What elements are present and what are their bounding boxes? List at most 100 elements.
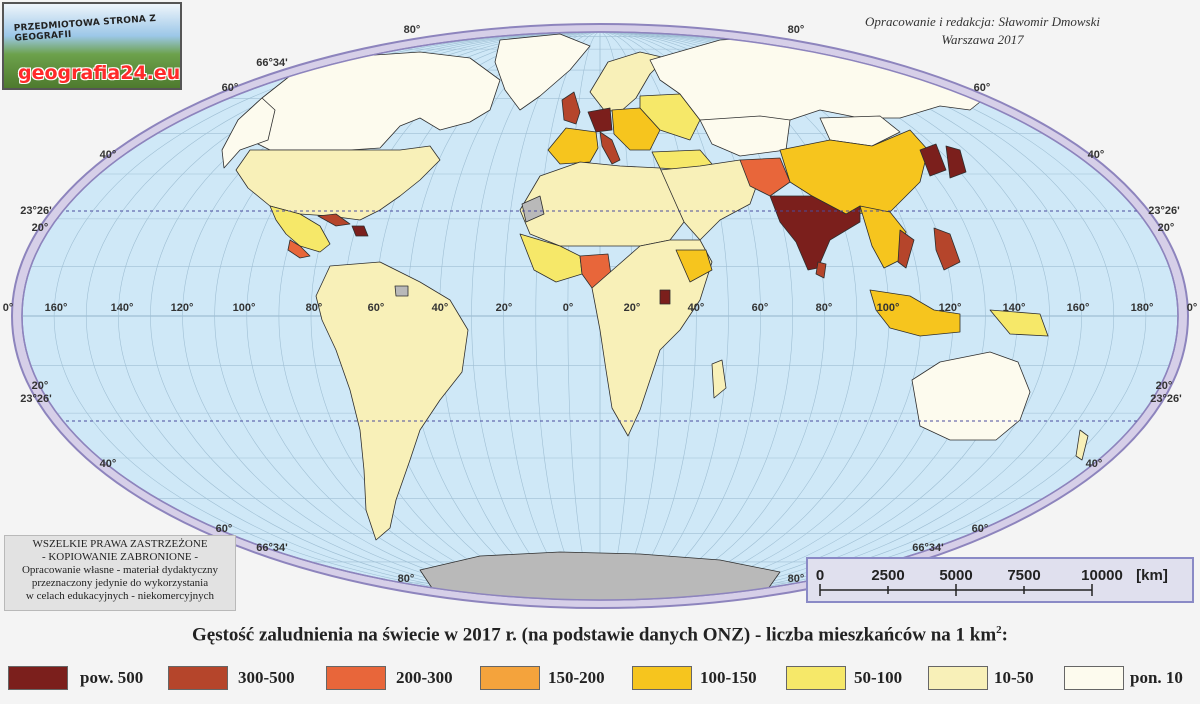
legend-swatch — [168, 666, 228, 690]
graticule-labels: 66°34'60°40°23°26'20°0°20°23°26'40°60°66… — [3, 24, 1198, 585]
madagascar — [711, 359, 727, 399]
longitude-label: 120° — [171, 302, 194, 314]
guiana-nodata — [394, 285, 409, 297]
longitude-label: 180° — [1131, 302, 1154, 314]
longitude-label: 40° — [688, 302, 705, 314]
meridian-line — [85, 32, 1115, 600]
south-america — [315, 261, 469, 541]
longitude-label: 60° — [368, 302, 385, 314]
map-title-sup: 2 — [996, 624, 1002, 636]
longitude-label: 20° — [624, 302, 641, 314]
meridian-line — [503, 32, 697, 600]
scale-bar: 0 2500 5000 7500 10000 [km] — [806, 557, 1194, 603]
logo-tagline: PRZEDMIOTOWA STRONA Z GEOGRAFII — [13, 13, 157, 44]
rights-line-3: Opracowanie własne - materiał dydaktyczn… — [21, 564, 219, 576]
legend-label: 10-50 — [994, 668, 1034, 687]
australia — [911, 351, 1031, 441]
special-parallels — [22, 210, 1178, 422]
latitude-label: 23°26' — [1150, 393, 1182, 405]
cuba — [317, 213, 351, 227]
ethiopia — [675, 249, 713, 283]
alaska — [221, 97, 276, 169]
benelux-germany — [587, 107, 613, 133]
longitude-label: 0° — [563, 302, 574, 314]
longitude-label: 60° — [752, 302, 769, 314]
legend-swatch — [326, 666, 386, 690]
scale-bar-graphic: 0 2500 5000 7500 10000 [km] — [816, 567, 1168, 596]
italy — [599, 131, 621, 165]
haiti — [351, 225, 369, 237]
uk — [561, 91, 581, 125]
latitude-label: 20° — [32, 222, 49, 234]
latitude-label: 40° — [100, 149, 117, 161]
longitude-label: 80° — [404, 24, 421, 36]
latitude-label: 20° — [32, 380, 49, 392]
longitude-label: 20° — [496, 302, 513, 314]
latitude-label: 23°26' — [1148, 205, 1180, 217]
mongolia — [819, 115, 901, 147]
longitude-label: 80° — [306, 302, 323, 314]
longitude-label: 140° — [111, 302, 134, 314]
latitude-label: 60° — [222, 82, 239, 94]
mexico — [269, 205, 331, 253]
latitude-label: 60° — [974, 82, 991, 94]
legend-swatch — [632, 666, 692, 690]
china — [779, 129, 929, 215]
map-title-suffix: : — [1001, 624, 1008, 646]
longitude-label: 160° — [1067, 302, 1090, 314]
longitude-label: 80° — [788, 24, 805, 36]
latitude-label: 20° — [1156, 380, 1173, 392]
rights-line-1: WSZELKIE PRAWA ZASTRZEŻONE — [32, 538, 208, 550]
legend-swatch — [786, 666, 846, 690]
logo-brand: geografia24.eu — [18, 62, 181, 84]
meridian-line — [150, 32, 1050, 600]
meridian-line — [53, 32, 1147, 600]
central-america — [287, 239, 311, 259]
rights-line-4: przeznaczony jedynie do wykorzystania — [31, 577, 209, 589]
longitude-label: 40° — [432, 302, 449, 314]
latitude-label: 0° — [3, 302, 14, 314]
scale-tick-0: 0 — [816, 567, 824, 584]
legend-label: 200-300 — [396, 668, 453, 687]
pakistan-iran — [739, 157, 791, 197]
west-sahara-nodata — [521, 195, 545, 223]
antarctica — [419, 551, 781, 600]
longitude-label: 160° — [45, 302, 68, 314]
legend-label: 100-150 — [700, 668, 757, 687]
korea-japan — [919, 143, 967, 179]
site-logo: PRZEDMIOTOWA STRONA Z GEOGRAFII geografi… — [2, 2, 182, 90]
latitude-label: 0° — [1187, 302, 1198, 314]
latitude-label: 40° — [100, 458, 117, 470]
india-bangladesh — [769, 195, 861, 271]
north-africa — [519, 161, 685, 247]
france-iberia — [547, 127, 599, 165]
rwanda-burundi — [659, 289, 671, 305]
legend-swatch — [8, 666, 68, 690]
legend-swatch — [1064, 666, 1124, 690]
latitude-label: 80° — [788, 573, 805, 585]
latitude-label: 80° — [398, 573, 415, 585]
legend: pow. 500 300-500 200-300 150-200 100-150… — [0, 664, 1200, 696]
greenland — [494, 33, 591, 111]
latitude-label: 40° — [1086, 458, 1103, 470]
legend-label: pon. 10 — [1130, 668, 1183, 687]
papua — [989, 309, 1049, 337]
longitude-label: 80° — [816, 302, 833, 314]
indonesia — [869, 289, 961, 337]
central-africa — [591, 239, 713, 437]
rights-line-2: - KOPIOWANIE ZABRONIONE - — [41, 551, 199, 563]
scale-tick-5000: 5000 — [939, 567, 972, 584]
map-title-text: Gęstość zaludnienia na świecie w 2017 r.… — [191, 624, 997, 646]
latitude-label: 40° — [1088, 149, 1105, 161]
map-title: Gęstość zaludnienia na świecie w 2017 r.… — [0, 624, 1200, 646]
longitude-label: 140° — [1003, 302, 1026, 314]
longitude-label: 120° — [939, 302, 962, 314]
legend-label: 150-200 — [548, 668, 605, 687]
longitude-label: 100° — [877, 302, 900, 314]
scale-tick-2500: 2500 — [871, 567, 904, 584]
legend-label: 300-500 — [238, 668, 295, 687]
author-credit: Opracowanie i redakcja: Sławomir Dmowski… — [865, 13, 1100, 49]
latitude-label: 60° — [216, 523, 233, 535]
